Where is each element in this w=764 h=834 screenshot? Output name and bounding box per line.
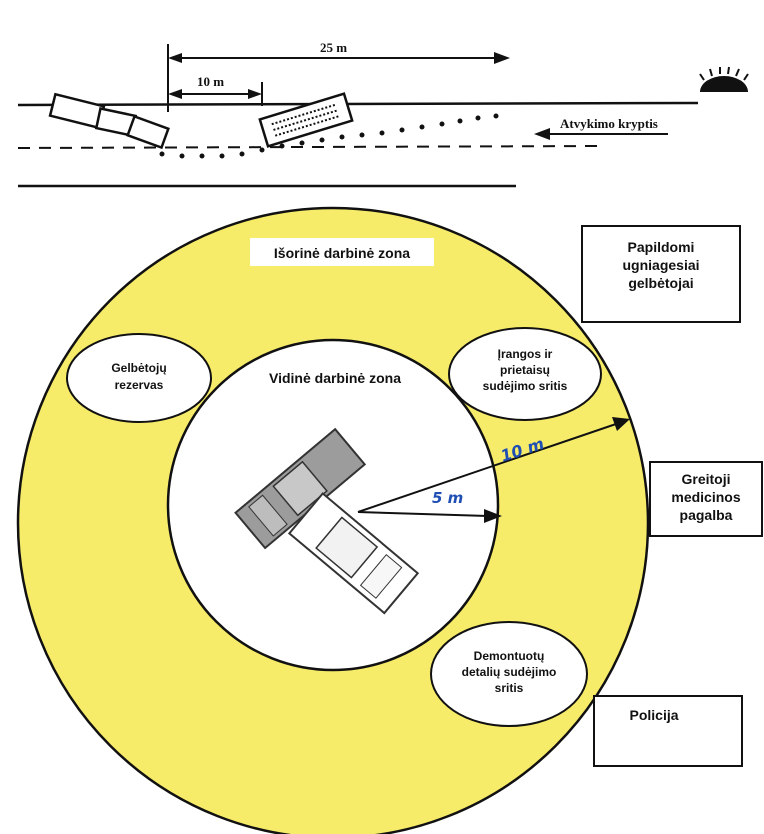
road-edge-top	[17, 101, 699, 107]
rescuers-reserve-label-1: Gelbėtojų	[111, 361, 166, 375]
police-box	[593, 695, 743, 767]
ambulance-label-2: medicinos	[671, 489, 740, 505]
firefighters-label-3: gelbėtojai	[628, 275, 693, 291]
firefighters-label-2: ugniagesiai	[622, 257, 699, 273]
ambulance-label-3: pagalba	[680, 507, 733, 523]
rescuers-reserve-area	[66, 333, 212, 423]
ambulance-label-1: Greitoji	[681, 471, 730, 487]
dim-arrowhead-right-25	[494, 52, 510, 64]
dim-arrowhead-right-10	[248, 89, 262, 99]
vehicle-1	[48, 92, 106, 130]
dim-arrowhead-left-25	[168, 53, 182, 63]
equipment-area-label-3: sudėjimo sritis	[483, 379, 568, 393]
equipment-area-label-1: Įrangos ir	[498, 347, 553, 361]
arrival-direction-arrowhead	[534, 128, 550, 140]
radius-arrowhead-10m	[612, 417, 630, 431]
dim-label-10: 10 m	[197, 74, 224, 89]
equipment-storage-area	[448, 327, 602, 421]
additional-firefighters-box	[581, 225, 741, 323]
rescue-vehicle	[258, 92, 354, 148]
equipment-area-label-2: prietaisų	[500, 363, 550, 377]
crashed-vehicles	[48, 92, 170, 150]
ambulance-box	[649, 461, 763, 537]
outer-zone-label-bg	[250, 238, 434, 266]
parts-area-label-1: Demontuotų	[474, 649, 545, 663]
firefighters-label-1: Papildomi	[628, 239, 695, 255]
dim-arrowhead-left-10	[168, 89, 182, 99]
road-scheme: 25 m 10 m Atvykimo kr	[17, 40, 749, 188]
car-white	[287, 492, 420, 615]
outer-zone-label: Išorinė darbinė zona	[274, 245, 410, 261]
road-center-line	[17, 145, 601, 149]
inner-zone-label: Vidinė darbinė zona	[269, 370, 401, 386]
vehicle-3	[126, 114, 170, 150]
crashed-cars	[234, 427, 420, 615]
radius-arrow-5m	[357, 511, 489, 517]
radius-arrow-10m	[357, 423, 617, 513]
parts-area-label-2: detalių sudėjimo	[462, 665, 557, 679]
radius-arrowhead-5m	[484, 509, 502, 523]
zone-scheme: Išorinė darbinė zona Vidinė darbinė zona…	[16, 206, 763, 834]
parts-area-label-3: sritis	[495, 681, 524, 695]
sun-icon	[699, 66, 749, 92]
arrival-direction-label: Atvykimo kryptis	[560, 116, 658, 131]
police-label: Policija	[629, 707, 678, 723]
dismantled-parts-area	[430, 621, 588, 727]
radius-label-5m: 5 m	[432, 489, 463, 507]
rescuers-reserve-label-2: rezervas	[115, 378, 164, 392]
dim-label-25: 25 m	[320, 40, 347, 55]
arrival-trajectory	[159, 113, 499, 159]
